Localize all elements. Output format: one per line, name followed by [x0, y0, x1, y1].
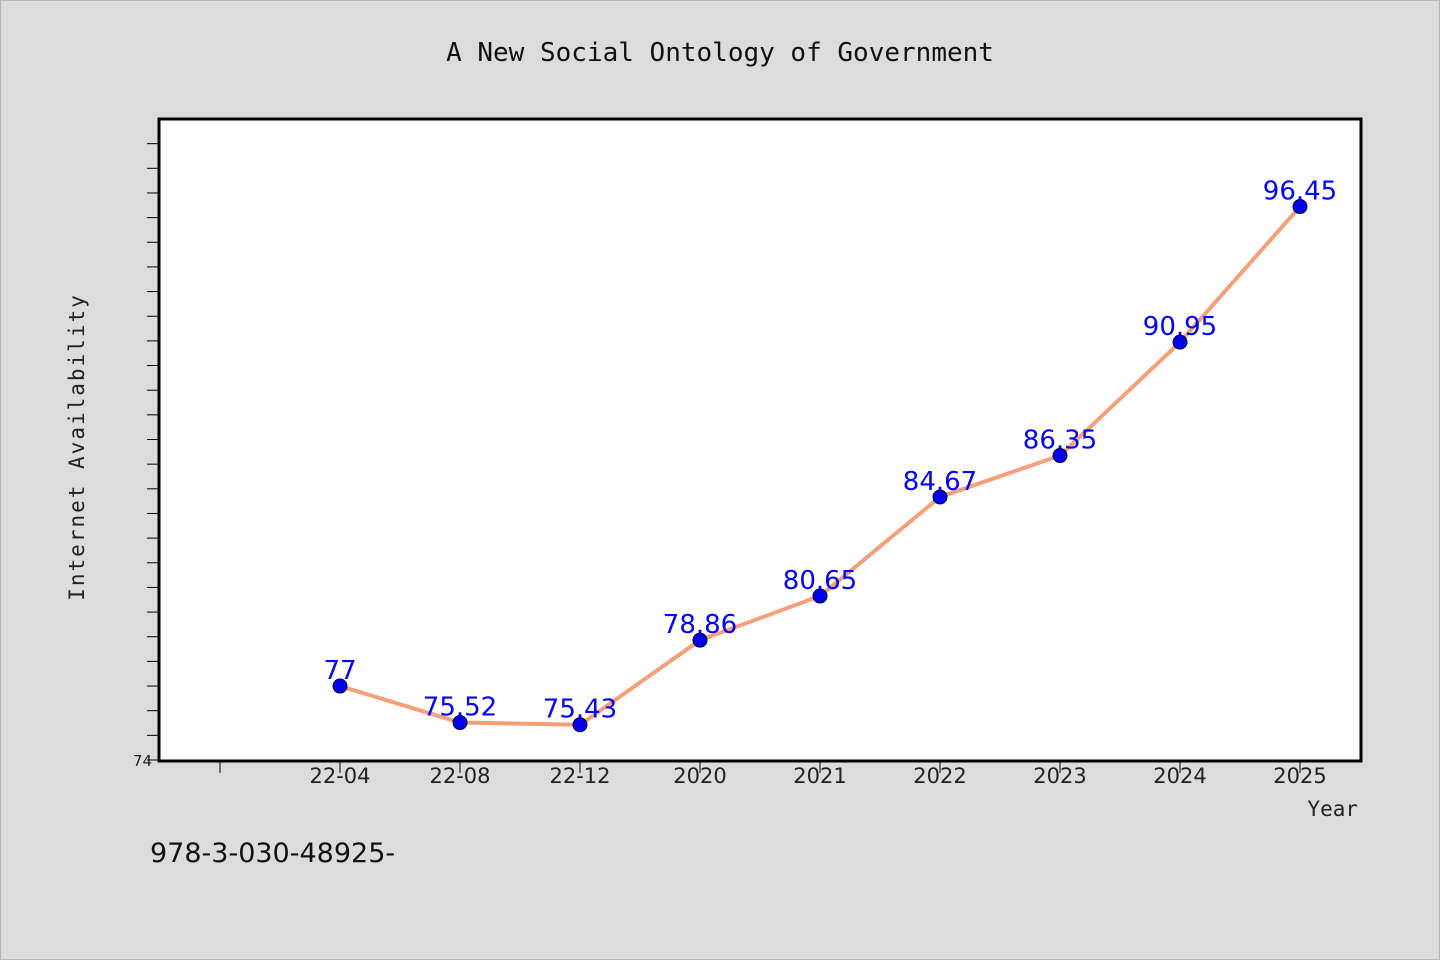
y-axis-label: Internet Availability [65, 293, 89, 601]
data-label: 75.43 [543, 695, 617, 725]
chart-title: A New Social Ontology of Government [446, 38, 994, 68]
data-label: 86.35 [1023, 426, 1097, 456]
plot-area [159, 119, 1361, 761]
x-tick-label: 22-08 [429, 764, 490, 788]
footer-text: 978-3-030-48925- [150, 838, 395, 869]
data-label: 75.52 [423, 693, 497, 723]
x-tick-label: 2021 [793, 764, 846, 788]
data-label: 96.45 [1263, 177, 1337, 207]
x-axis-label: Year [1307, 797, 1358, 821]
x-axis-ticks [219, 761, 1301, 773]
data-label: 90.95 [1143, 312, 1217, 342]
data-point [332, 678, 348, 694]
x-tick-label: 2023 [1033, 764, 1086, 788]
series-group: 77 75.52 75.43 78.86 80.65 84.67 86.35 90.95 96.… [323, 177, 1337, 733]
data-label: 84.67 [903, 467, 977, 497]
y-tick-label: 74 [133, 752, 152, 770]
data-point [932, 489, 948, 505]
x-tick-label: 22-04 [309, 764, 370, 788]
data-point [1052, 448, 1068, 464]
data-point [572, 717, 588, 733]
x-tick-label: 2022 [913, 764, 966, 788]
data-label: 77 [323, 656, 356, 686]
x-tick-labels: 22-04 22-08 22-12 2020 2021 2022 2023 2024 2025 [309, 764, 1326, 788]
data-label: 78.86 [663, 610, 737, 640]
data-point [692, 632, 708, 648]
data-point [452, 715, 468, 731]
x-tick-label: 22-12 [549, 764, 610, 788]
x-tick-label: 2024 [1153, 764, 1206, 788]
data-point [812, 588, 828, 604]
x-tick-label: 2025 [1273, 764, 1326, 788]
data-point [1172, 334, 1188, 350]
data-label: 80.65 [783, 566, 857, 596]
y-axis-ticks [147, 143, 159, 761]
x-tick-label: 2020 [673, 764, 726, 788]
data-point [1292, 199, 1308, 215]
plot-border [157, 117, 1363, 763]
